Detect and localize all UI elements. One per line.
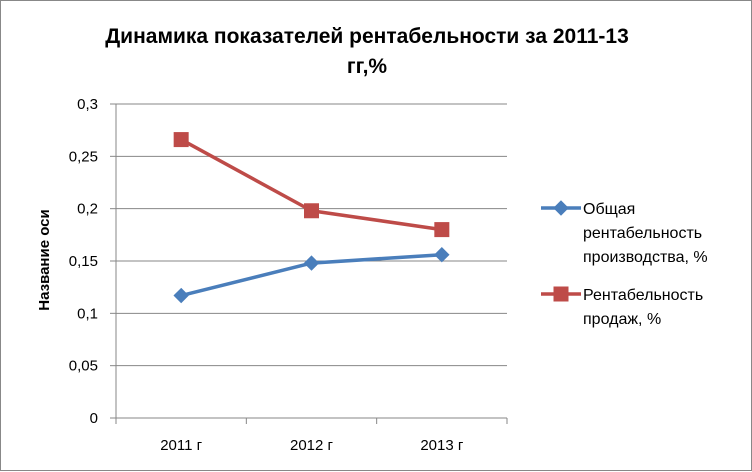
legend-item-2: Рентабельность продаж, % xyxy=(541,286,703,328)
legend-marker xyxy=(553,200,569,216)
legend-label: рентабельность xyxy=(583,225,702,242)
x-tick-label: 2013 г xyxy=(420,437,464,454)
legend: Общая рентабельность производства, % Рентаб… xyxy=(541,200,708,328)
data-point xyxy=(173,132,189,148)
legend-item-1: Общая рентабельность производства, % xyxy=(541,200,708,266)
legend-label: производства, % xyxy=(583,249,708,266)
x-tick-label: 2011 г xyxy=(160,437,202,454)
chart-title-line2: гг,% xyxy=(347,55,387,78)
y-tick-label: 0 xyxy=(90,410,98,427)
data-point xyxy=(304,203,319,219)
data-point xyxy=(434,247,450,263)
series-2 xyxy=(173,132,450,238)
y-axis-title: Название оси xyxy=(36,209,53,311)
legend-label: продаж, % xyxy=(583,311,661,328)
legend-label: Общая xyxy=(583,201,635,218)
y-tick-label: 0,3 xyxy=(77,96,98,113)
legend-label: Рентабельность xyxy=(583,287,703,304)
data-point xyxy=(173,287,189,304)
y-tick-label: 0,1 xyxy=(77,305,98,322)
series-1 xyxy=(173,247,450,304)
data-point xyxy=(303,255,320,271)
x-tick-label: 2012 г xyxy=(290,437,334,454)
legend-marker xyxy=(553,286,569,302)
chart-title-line1: Динамика показателей рентабельности за 2… xyxy=(105,25,629,48)
y-tick-label: 0,15 xyxy=(69,253,98,270)
data-point xyxy=(434,222,450,238)
axis-layer: 0 0,05 0,1 0,15 0,2 0,25 0,3 2011 г 2012 г 2013 г xyxy=(69,96,508,454)
y-tick-label: 0,2 xyxy=(77,201,98,218)
series-layer xyxy=(173,132,450,304)
y-tick-label: 0,25 xyxy=(69,148,98,165)
y-tick-label: 0,05 xyxy=(69,358,98,375)
